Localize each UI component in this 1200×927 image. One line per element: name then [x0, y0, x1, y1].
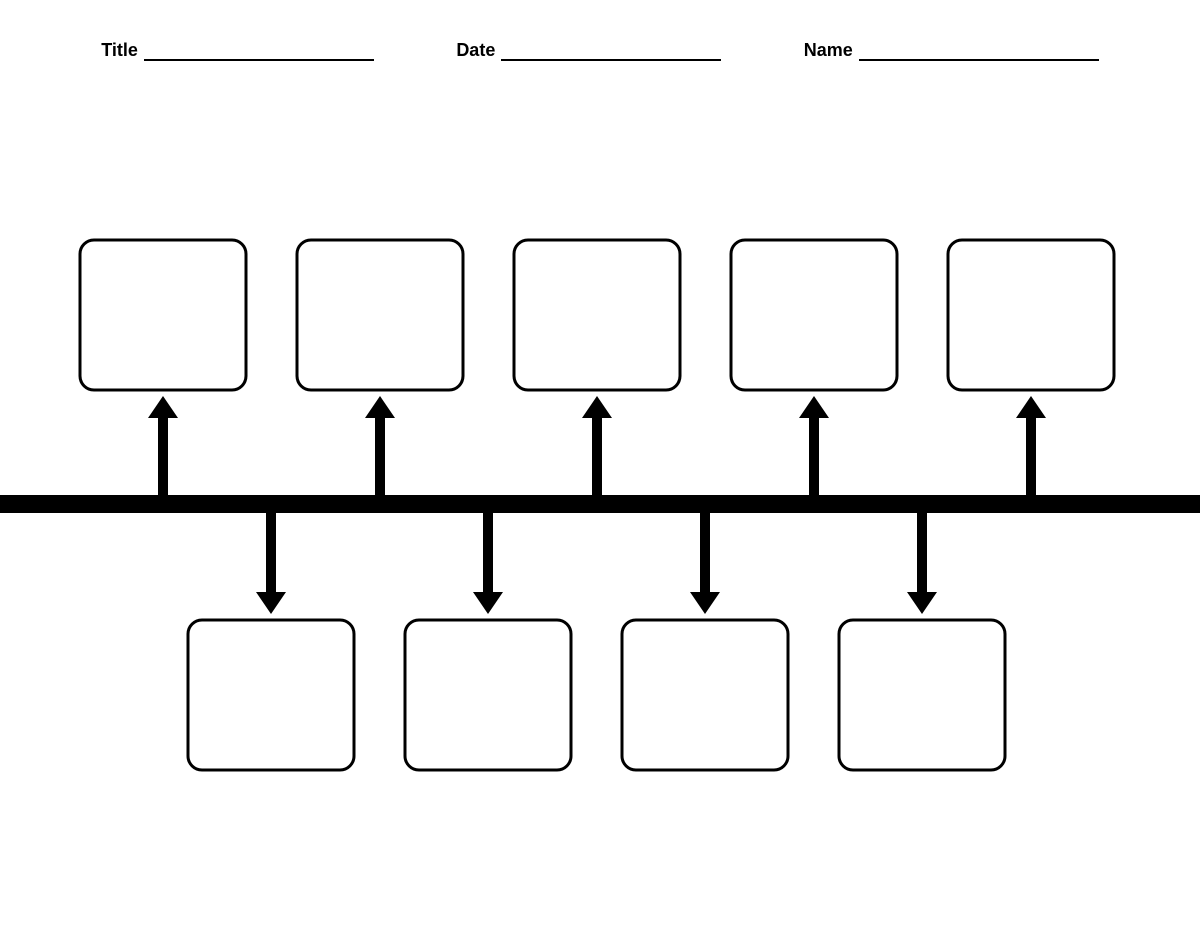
timeline-box-top-5[interactable]	[948, 240, 1114, 390]
timeline-box-bottom-4[interactable]	[839, 620, 1005, 770]
arrow-down-icon	[690, 513, 720, 614]
timeline-box-top-3[interactable]	[514, 240, 680, 390]
timeline-diagram	[0, 0, 1200, 927]
timeline-box-top-1[interactable]	[80, 240, 246, 390]
timeline-box-top-4[interactable]	[731, 240, 897, 390]
timeline-box-bottom-3[interactable]	[622, 620, 788, 770]
arrow-down-icon	[473, 513, 503, 614]
timeline-box-top-2[interactable]	[297, 240, 463, 390]
timeline-axis	[0, 495, 1200, 513]
arrow-up-icon	[365, 396, 395, 495]
arrow-down-icon	[907, 513, 937, 614]
arrow-up-icon	[799, 396, 829, 495]
arrow-up-icon	[582, 396, 612, 495]
arrow-down-icon	[256, 513, 286, 614]
arrow-up-icon	[148, 396, 178, 495]
timeline-box-bottom-2[interactable]	[405, 620, 571, 770]
timeline-box-bottom-1[interactable]	[188, 620, 354, 770]
arrow-up-icon	[1016, 396, 1046, 495]
